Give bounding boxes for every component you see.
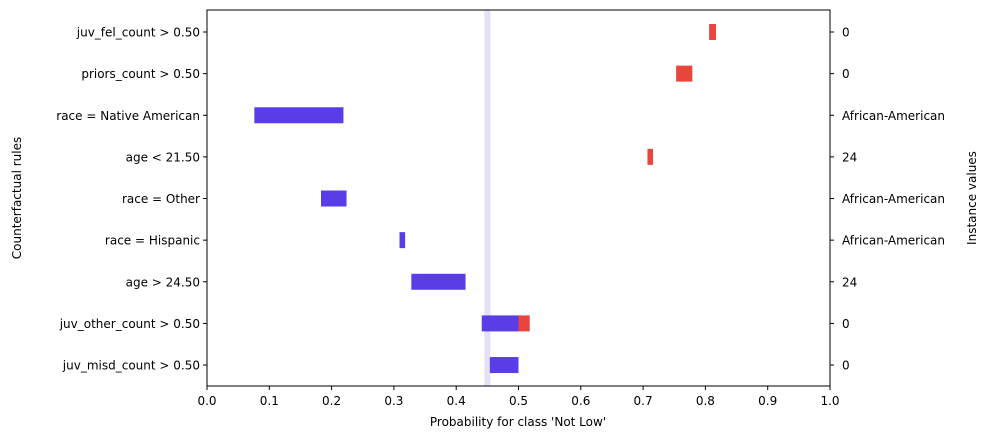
bar-7-1 <box>518 315 530 332</box>
x-tick-label: 0.9 <box>758 394 777 408</box>
bar-0-0 <box>709 24 716 40</box>
bar-7-0 <box>481 315 519 332</box>
instance-value: 0 <box>842 317 850 331</box>
x-tick-label: 0.1 <box>260 394 279 408</box>
bar-2-0 <box>254 107 344 124</box>
instance-value: African-American <box>842 234 945 248</box>
instance-value: 0 <box>842 26 850 40</box>
bar-4-0 <box>321 190 347 207</box>
instance-value: 0 <box>842 359 850 373</box>
bar-5-0 <box>399 232 406 249</box>
rule-label: juv_misd_count > 0.50 <box>62 359 200 373</box>
bar-6-0 <box>411 273 466 290</box>
y-axis-right-label: Instance values <box>965 151 979 245</box>
x-tick-label: 0.2 <box>322 394 341 408</box>
instance-value: African-American <box>842 109 945 123</box>
bar-3-0 <box>647 148 654 165</box>
x-tick-label: 0.5 <box>509 394 528 408</box>
x-axis-label: Probability for class 'Not Low' <box>430 415 606 429</box>
instance-value: 24 <box>842 150 857 164</box>
instance-value: 24 <box>842 275 857 289</box>
x-tick-label: 0.3 <box>384 394 403 408</box>
chart-labels: Probability for class 'Not Low' Counterf… <box>10 137 979 429</box>
instance-value: African-American <box>842 192 945 206</box>
bar-1-0 <box>676 65 693 82</box>
rule-label: priors_count > 0.50 <box>81 67 200 81</box>
rule-label: juv_other_count > 0.50 <box>59 317 200 331</box>
rule-label: juv_fel_count > 0.50 <box>76 26 200 40</box>
rule-label: race = Other <box>122 192 200 206</box>
x-tick-label: 0.8 <box>696 394 715 408</box>
reference-line <box>484 10 491 386</box>
rule-label: age < 21.50 <box>126 150 200 164</box>
bar-8-0 <box>489 357 519 374</box>
rule-label: race = Hispanic <box>105 234 200 248</box>
rule-label: age > 24.50 <box>126 275 200 289</box>
instance-value: 0 <box>842 67 850 81</box>
x-tick-label: 0.6 <box>571 394 590 408</box>
plot-area: juv_fel_count > 0.50 0 priors_count > 0.50… <box>56 9 945 408</box>
y-axis-label: Counterfactual rules <box>10 137 24 259</box>
x-tick-label: 1.0 <box>820 394 839 408</box>
rule-label: race = Native American <box>56 109 200 123</box>
plot-frame <box>206 9 831 387</box>
x-tick-label: 0.4 <box>447 394 466 408</box>
x-tick-label: 0.7 <box>634 394 653 408</box>
x-tick-label: 0.0 <box>197 394 216 408</box>
